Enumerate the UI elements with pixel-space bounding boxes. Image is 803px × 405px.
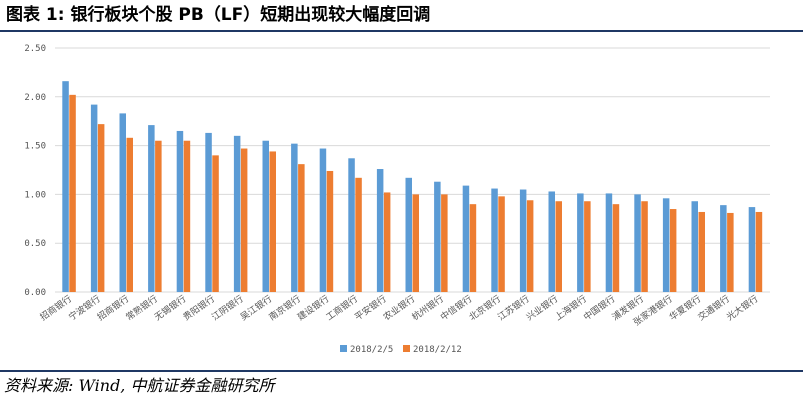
y-tick-label: 1.00 [24, 190, 46, 200]
bar-series-2 [526, 200, 534, 292]
x-category-label: 兴业银行 [524, 293, 560, 323]
bar-series-2 [441, 194, 448, 292]
x-category-label: 工商银行 [324, 293, 360, 323]
y-tick-label: 1.50 [24, 142, 46, 152]
x-category-label: 农业银行 [381, 293, 417, 323]
bar-series-2 [69, 94, 76, 293]
bar-series-1 [548, 191, 555, 292]
bar-series-1 [148, 125, 155, 292]
bar-series-1 [376, 169, 384, 292]
bar-series-1 [748, 207, 756, 292]
bar-series-2 [755, 211, 763, 292]
bar-series-1 [491, 188, 498, 292]
bar-series-2 [183, 140, 191, 292]
bar-series-2 [727, 212, 734, 292]
bar-chart: 0.00 0.50 1.00 1.50 2.00 2.50 招商银行宁波银行招商银行常熟银… [24, 44, 770, 355]
bar-series-1 [405, 177, 412, 292]
figure-title: 图表 1: 银行板块个股 PB（LF）短期出现较大幅度回调 [6, 5, 431, 25]
bar-series-1 [233, 135, 241, 292]
bar-series-1 [519, 189, 527, 292]
bar-series-1 [691, 201, 698, 292]
y-tick-label: 0.50 [24, 239, 46, 249]
bar-series-1 [262, 140, 269, 292]
legend-label: 2018/2/12 [413, 345, 462, 355]
bar-series-1 [577, 193, 584, 292]
bar-series-2 [641, 201, 648, 292]
legend: 2018/2/5 2018/2/12 [340, 345, 462, 355]
bar-series-2 [355, 177, 362, 292]
x-category-label: 光大银行 [724, 293, 760, 323]
bar-series-1 [662, 198, 670, 292]
bar-series-2 [498, 196, 505, 292]
x-category-label: 江苏银行 [495, 293, 531, 323]
bar-series-2 [212, 155, 219, 292]
bar-series-1 [348, 158, 355, 292]
x-category-label: 建设银行 [295, 293, 331, 323]
bar-series-2 [97, 124, 105, 293]
bar-series-1 [119, 113, 126, 292]
x-axis-labels: 招商银行宁波银行招商银行常熟银行无锡银行贵阳银行江阴银行吴江银行南京银行建设银行… [38, 293, 761, 329]
x-category-label: 上海银行 [552, 293, 588, 323]
bar-series-2 [669, 209, 677, 292]
bar-series-1 [319, 148, 327, 292]
legend-label: 2018/2/5 [350, 345, 393, 355]
x-category-label: 平安银行 [352, 293, 388, 323]
bar-series-1 [634, 194, 641, 292]
x-category-label: 吴江银行 [238, 293, 274, 323]
x-category-label: 宁波银行 [66, 293, 102, 323]
bars [62, 81, 763, 293]
bar-series-2 [412, 194, 419, 292]
source-divider [0, 370, 803, 372]
bar-series-1 [205, 132, 212, 292]
x-category-label: 杭州银行 [409, 293, 445, 323]
bar-series-1 [434, 181, 441, 292]
y-tick-label: 0.00 [24, 288, 46, 298]
bar-series-2 [383, 192, 391, 292]
bar-series-1 [291, 143, 298, 292]
bar-series-2 [126, 137, 133, 292]
x-category-label: 南京银行 [266, 293, 302, 323]
x-category-label: 交通银行 [695, 293, 731, 323]
bar-series-2 [584, 201, 591, 292]
bar-series-1 [62, 81, 69, 293]
bar-series-1 [605, 193, 613, 292]
x-category-label: 华夏银行 [667, 293, 703, 323]
x-category-label: 中国银行 [581, 293, 617, 323]
bar-series-2 [555, 201, 562, 292]
bar-series-2 [612, 204, 620, 292]
bar-series-1 [90, 104, 98, 292]
bar-series-2 [155, 140, 162, 292]
bar-series-2 [698, 211, 705, 292]
x-category-label: 中信银行 [438, 293, 474, 323]
x-category-label: 贵阳银行 [181, 293, 217, 323]
y-axis-ticks: 0.00 0.50 1.00 1.50 2.00 2.50 [24, 44, 46, 298]
x-category-label: 江阴银行 [209, 293, 245, 323]
y-tick-label: 2.50 [24, 44, 46, 54]
x-category-label: 无锡银行 [152, 293, 188, 323]
bar-series-2 [298, 164, 305, 292]
y-tick-label: 2.00 [24, 93, 46, 103]
legend-swatch [403, 345, 410, 352]
bar-series-2 [269, 151, 276, 292]
x-category-label: 招商银行 [95, 293, 131, 323]
bar-series-2 [240, 148, 248, 292]
bar-series-1 [462, 185, 470, 292]
bar-series-1 [720, 205, 727, 292]
bar-series-2 [469, 204, 477, 292]
bar-series-1 [176, 130, 184, 292]
title-divider [0, 30, 803, 32]
x-category-label: 北京银行 [467, 293, 503, 323]
bar-series-2 [326, 170, 334, 292]
x-category-label: 常熟银行 [123, 293, 159, 323]
source-note: 资料来源: Wind, 中航证券金融研究所 [4, 376, 275, 395]
legend-swatch [340, 345, 347, 352]
